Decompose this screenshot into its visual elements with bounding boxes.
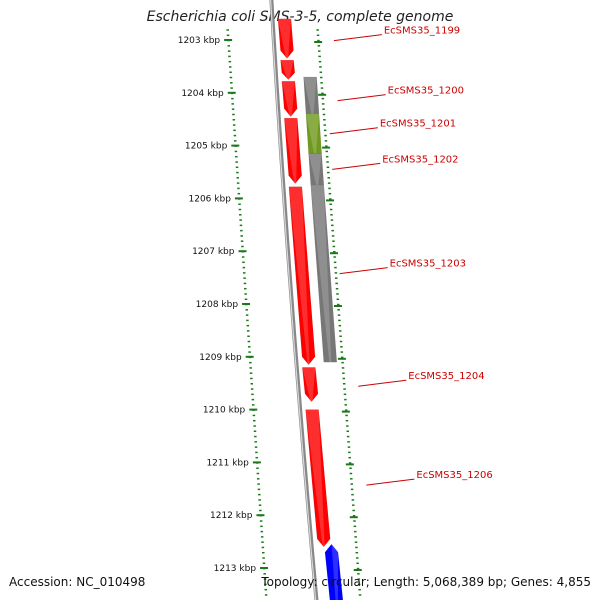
gene-feature[interactable]	[302, 367, 319, 403]
gene-shading	[278, 18, 291, 59]
gene-label[interactable]: EcSMS35_1202	[382, 154, 458, 165]
gene-shading	[305, 409, 325, 547]
accession-text: Accession: NC_010498	[9, 575, 146, 589]
gene-label[interactable]: EcSMS35_1199	[384, 26, 460, 37]
gene-shading	[284, 118, 298, 184]
gene-feature[interactable]	[284, 117, 302, 184]
gene-feature[interactable]	[305, 409, 331, 548]
gene-label[interactable]: EcSMS35_1200	[388, 86, 464, 97]
gene-feature[interactable]	[280, 59, 296, 80]
gene-label[interactable]: EcSMS35_1203	[390, 259, 466, 270]
gene-label-leader	[333, 34, 382, 42]
genome-backbone	[269, 0, 319, 600]
gene-label[interactable]: EcSMS35_1204	[408, 371, 484, 382]
gene-label-leader	[337, 94, 386, 102]
gene-shading	[303, 77, 317, 114]
scale-tick-label: 1212 kbp	[210, 511, 253, 521]
genome-summary: Topology: circular; Length: 5,068,389 bp…	[261, 575, 591, 589]
gene-shading	[280, 60, 294, 80]
gene-label[interactable]: EcSMS35_1206	[416, 470, 492, 481]
gene-label-leader	[366, 478, 415, 486]
gene-label-leader	[332, 162, 381, 170]
scale-tick-label: 1206 kbp	[189, 194, 232, 204]
gene-label-leader	[329, 127, 378, 135]
map-title: Escherichia coli SMS-3-5, complete genom…	[146, 9, 454, 25]
gene-shading	[308, 153, 322, 186]
gene-feature[interactable]	[281, 80, 298, 117]
scale-tick-label: 1207 kbp	[192, 247, 235, 257]
scale-tick-label: 1208 kbp	[196, 300, 239, 310]
gene-shading	[306, 113, 319, 154]
gene-label[interactable]: EcSMS35_1201	[380, 119, 456, 130]
genome-backbone-highlight	[269, 0, 317, 600]
gene-shading	[288, 186, 310, 365]
scale-tick-label: 1205 kbp	[185, 142, 228, 152]
gene-shading	[281, 81, 295, 117]
scale-tick-label: 1204 kbp	[181, 89, 224, 99]
gene-shading	[310, 185, 332, 363]
scale-tick-label: 1213 kbp	[214, 564, 257, 574]
gene-shading	[302, 367, 316, 402]
gene-shading	[331, 544, 338, 600]
scale-tick: 1211 kbp	[206, 458, 354, 468]
gene-label-leader	[358, 379, 407, 387]
gene-feature[interactable]	[310, 184, 338, 363]
scale-tick: 1212 kbp	[210, 511, 358, 521]
scale-ticks: 1203 kbp 1204 kbp 1205 kbp 1206 kbp 1207 kbp…	[178, 29, 362, 596]
scale-tick-label: 1211 kbp	[206, 458, 249, 468]
scale-tick-label: 1210 kbp	[203, 406, 246, 416]
scale-tick-label: 1203 kbp	[178, 36, 221, 46]
scale-tick: 1210 kbp	[203, 406, 350, 416]
scale-tick: 1203 kbp	[178, 36, 323, 46]
scale-tick-label: 1209 kbp	[199, 353, 242, 363]
gene-label-leader	[339, 267, 388, 275]
gene-feature[interactable]	[277, 18, 294, 59]
gene-feature[interactable]	[288, 186, 316, 366]
gene-track	[277, 18, 344, 600]
gene-labels: EcSMS35_1199 EcSMS35_1200 EcSMS35_1201 EcSM…	[329, 26, 493, 486]
gene-feature[interactable]	[324, 543, 344, 600]
